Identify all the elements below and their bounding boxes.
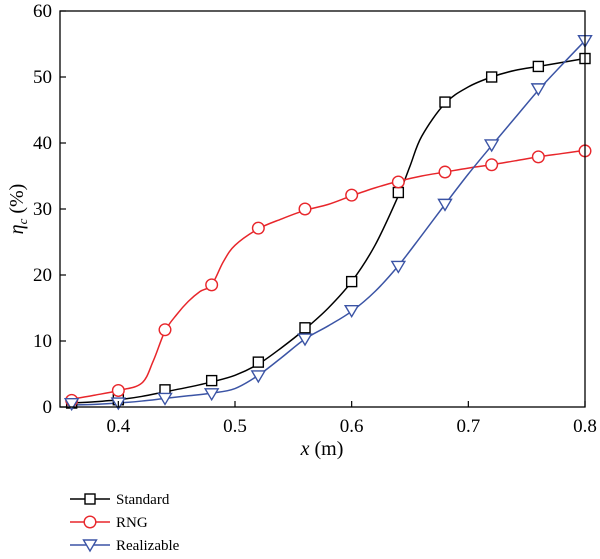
rng-data-point [111,384,125,398]
standard-data-point [345,275,358,288]
x-tick-label: 0.4 [106,416,130,437]
realizable-series-line [71,40,586,406]
x-axis-ticks: 0.4 0.5 0.6 0.7 0.8 [106,401,597,437]
standard-data-point [439,96,451,108]
y-tick-label: 40 [33,133,52,154]
rng-data-point [345,188,359,202]
x-tick-label: 0.5 [223,416,247,437]
realizable-data-point [297,333,313,347]
x-axis-label: x (m) [300,438,344,460]
y-axis-label: ηc (%) [6,184,30,235]
realizable-data-point [157,392,173,406]
x-tick-label: 0.8 [573,416,597,437]
x-axis-variable: x [300,438,310,460]
plot-frame [59,10,586,408]
rng-series-line [71,149,586,400]
rng-data-point [438,165,452,179]
y-axis-unit: (%) [6,184,28,214]
legend-label-realizable: Realizable [116,538,180,554]
legend-label-standard: Standard [116,492,170,508]
y-tick-label: 30 [33,199,52,220]
realizable-data-point [63,398,80,412]
realizable-data-point [203,388,220,402]
standard-data-point [392,186,405,199]
standard-data-point [252,356,265,368]
realizable-data-point [530,83,547,97]
legend-label-rng: RNG [116,515,148,531]
rng-data-point [158,323,172,337]
x-tick-label: 0.7 [456,416,480,437]
standard-series-line [71,57,586,404]
standard-data-point [299,322,311,334]
x-tick-label: 0.6 [340,416,364,437]
legend-marker-standard [84,493,96,505]
realizable-data-point [483,139,500,153]
realizable-data-point [343,304,360,319]
realizable-data-point [437,198,453,212]
standard-data-point [532,60,545,73]
standard-data-point [205,374,218,387]
series-curves [71,40,586,406]
y-tick-label: 0 [43,397,53,418]
standard-data-point [485,71,498,83]
y-axis-ticks: 0 10 20 30 40 50 60 [33,1,66,418]
rng-data-point [298,202,312,216]
realizable-data-point [390,260,407,274]
legend-marker-realizable [82,539,98,553]
legend-marker-rng [83,515,97,529]
rng-data-point [531,150,545,164]
y-tick-label: 60 [33,1,52,22]
rng-data-point [391,175,405,189]
y-tick-label: 10 [33,331,52,352]
x-axis-unit: (m) [315,438,344,460]
legend: Standard RNG Realizable [70,492,180,554]
y-axis-variable: η [6,224,28,234]
rng-data-point [205,278,219,292]
rng-data-point [251,221,265,235]
realizable-data-point [250,370,267,384]
y-tick-label: 50 [33,67,52,88]
y-axis-subscript: c [15,218,30,224]
y-tick-label: 20 [33,265,52,286]
rng-data-point [485,158,499,172]
series-markers [63,35,593,412]
